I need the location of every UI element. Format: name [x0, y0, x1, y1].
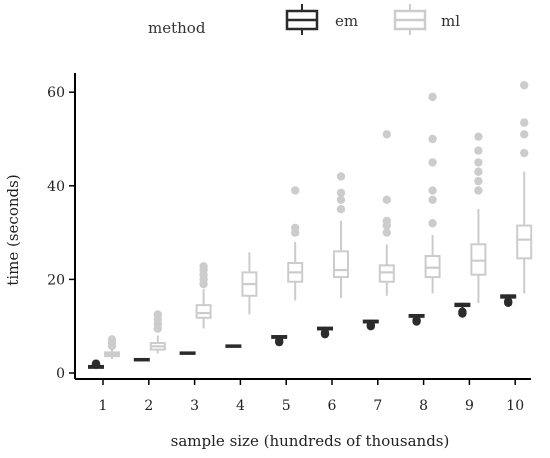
box — [378, 264, 395, 283]
outlier-point — [107, 335, 117, 344]
box-ml-7 — [378, 130, 395, 296]
x-tick-label: 5 — [282, 398, 291, 414]
outlier-point — [428, 219, 437, 228]
outlier-point — [382, 228, 391, 237]
box — [470, 243, 487, 276]
box-em-4 — [225, 344, 242, 348]
box-em-9 — [454, 302, 471, 318]
legend-label-ml: ml — [441, 12, 460, 30]
box-ml-3 — [195, 262, 212, 329]
y-ticks: 0 20 40 60 — [47, 85, 75, 382]
x-tick-label: 2 — [144, 398, 153, 414]
outlier-point — [474, 167, 483, 176]
box-ml-1 — [104, 335, 120, 359]
outlier-point — [320, 328, 330, 337]
y-tick-label: 20 — [47, 272, 65, 288]
axes — [74, 73, 531, 380]
outlier-point — [474, 132, 483, 141]
outlier-point — [428, 186, 437, 195]
x-tick-label: 4 — [236, 398, 245, 414]
x-tick-label: 7 — [373, 398, 382, 414]
outlier-point — [291, 223, 300, 233]
legend-key-ml — [393, 4, 427, 35]
legend-title: method — [148, 19, 206, 37]
series-ml — [104, 80, 533, 359]
box-em-7 — [362, 319, 379, 331]
y-tick-label: 40 — [47, 179, 65, 195]
x-tick-label: 8 — [419, 398, 428, 414]
outlier-point — [366, 320, 375, 329]
box-em-8 — [408, 313, 425, 326]
box-em-6 — [317, 326, 333, 339]
y-axis-label: time (seconds) — [4, 174, 22, 285]
box — [424, 255, 441, 279]
box-ml-9 — [470, 132, 487, 303]
x-axis-label: sample size (hundreds of thousands) — [171, 432, 450, 450]
outlier-point — [382, 130, 391, 139]
outlier-point — [474, 146, 483, 155]
box-em-10 — [500, 294, 517, 307]
x-tick-label: 6 — [328, 398, 337, 414]
outlier-point — [336, 188, 346, 198]
y-tick-label: 60 — [47, 85, 65, 101]
outlier-point — [153, 310, 162, 319]
outlier-point — [199, 262, 208, 271]
series-em — [88, 294, 517, 369]
outlier-point — [91, 359, 101, 368]
legend-label-em: em — [335, 12, 358, 30]
box-ml-4 — [241, 252, 258, 315]
box — [333, 250, 349, 279]
outlier-point — [428, 92, 437, 102]
outlier-point — [382, 195, 391, 205]
box-em-2 — [133, 357, 150, 362]
outlier-point — [474, 186, 483, 195]
outlier-point — [291, 186, 300, 195]
outlier-point — [428, 158, 437, 167]
outlier-point — [412, 315, 421, 325]
box-em-3 — [179, 351, 196, 355]
legend: method em ml — [148, 4, 460, 37]
outlier-point — [520, 118, 529, 127]
y-tick-label: 0 — [56, 366, 65, 382]
outlier-point — [428, 195, 437, 205]
box-ml-2 — [149, 310, 166, 354]
outlier-point — [504, 297, 513, 306]
outlier-point — [474, 176, 483, 186]
x-tick-label: 10 — [506, 398, 524, 414]
outlier-point — [275, 336, 284, 345]
x-tick-label: 1 — [99, 398, 108, 414]
outlier-point — [336, 205, 346, 214]
x-ticks: 1 2 3 4 5 6 7 8 9 10 — [99, 379, 524, 414]
outlier-point — [428, 134, 437, 144]
outlier-point — [336, 172, 346, 181]
box-ml-6 — [333, 172, 349, 299]
x-tick-label: 9 — [465, 398, 474, 414]
outlier-point — [474, 158, 483, 167]
x-tick-label: 3 — [190, 398, 199, 414]
box — [516, 224, 533, 260]
box-series — [88, 80, 533, 369]
outlier-point — [458, 307, 467, 316]
outlier-point — [336, 195, 346, 205]
box — [195, 304, 212, 319]
legend-key-em — [285, 4, 319, 35]
outlier-point — [520, 130, 529, 139]
outlier-point — [520, 80, 529, 90]
box-em-1 — [88, 359, 104, 369]
box-ml-10 — [516, 80, 533, 294]
box-em-5 — [271, 335, 288, 347]
box-ml-8 — [424, 92, 441, 294]
box-ml-5 — [287, 186, 304, 301]
outlier-point — [382, 216, 391, 226]
outlier-point — [520, 148, 529, 158]
